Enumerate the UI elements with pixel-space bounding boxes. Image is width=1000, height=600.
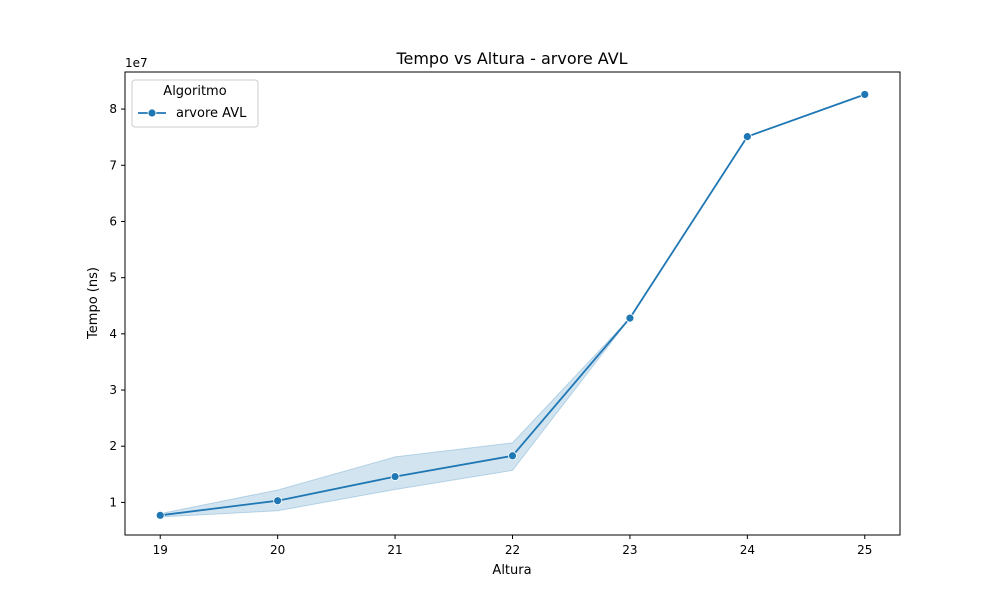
- x-tick-label: 22: [505, 543, 520, 557]
- x-axis-ticks: 19 20 21 22 23 24 25: [153, 535, 872, 557]
- legend-entry-label: arvore AVL: [176, 106, 247, 121]
- x-tick-label: 20: [270, 543, 285, 557]
- data-point: [390, 472, 400, 481]
- data-point: [508, 451, 517, 461]
- x-tick-label: 19: [153, 543, 168, 557]
- y-tick-label: 7: [109, 158, 117, 172]
- legend: Algoritmo arvore AVL: [131, 79, 259, 128]
- data-point: [273, 496, 283, 506]
- x-tick-label: 25: [857, 543, 872, 557]
- legend-marker-swatch: [147, 108, 157, 118]
- y-axis-ticks: 1 2 3 4 5 6 7 8: [109, 102, 125, 509]
- y-tick-label: 3: [109, 383, 117, 397]
- y-tick-label: 1: [109, 495, 117, 509]
- data-point: [742, 132, 752, 142]
- plot-area: [155, 90, 870, 520]
- legend-box: [131, 79, 259, 128]
- data-point: [155, 510, 165, 520]
- y-axis-label: Tempo (ns): [86, 267, 101, 340]
- x-axis-label: Altura: [492, 563, 531, 578]
- y-tick-label: 8: [109, 102, 117, 116]
- x-tick-label: 21: [387, 543, 402, 557]
- series-markers: [155, 90, 870, 520]
- legend-title: Algoritmo: [163, 84, 226, 99]
- y-tick-label: 6: [109, 214, 117, 228]
- x-tick-label: 24: [740, 543, 755, 557]
- chart-title: Tempo vs Altura - arvore AVL: [395, 49, 627, 68]
- y-tick-label: 4: [109, 327, 117, 341]
- data-point: [860, 90, 870, 99]
- y-tick-label: 2: [109, 439, 117, 453]
- data-point: [625, 313, 635, 323]
- y-offset-label: 1e7: [125, 56, 148, 70]
- x-tick-label: 23: [622, 543, 637, 557]
- y-tick-label: 5: [109, 271, 117, 285]
